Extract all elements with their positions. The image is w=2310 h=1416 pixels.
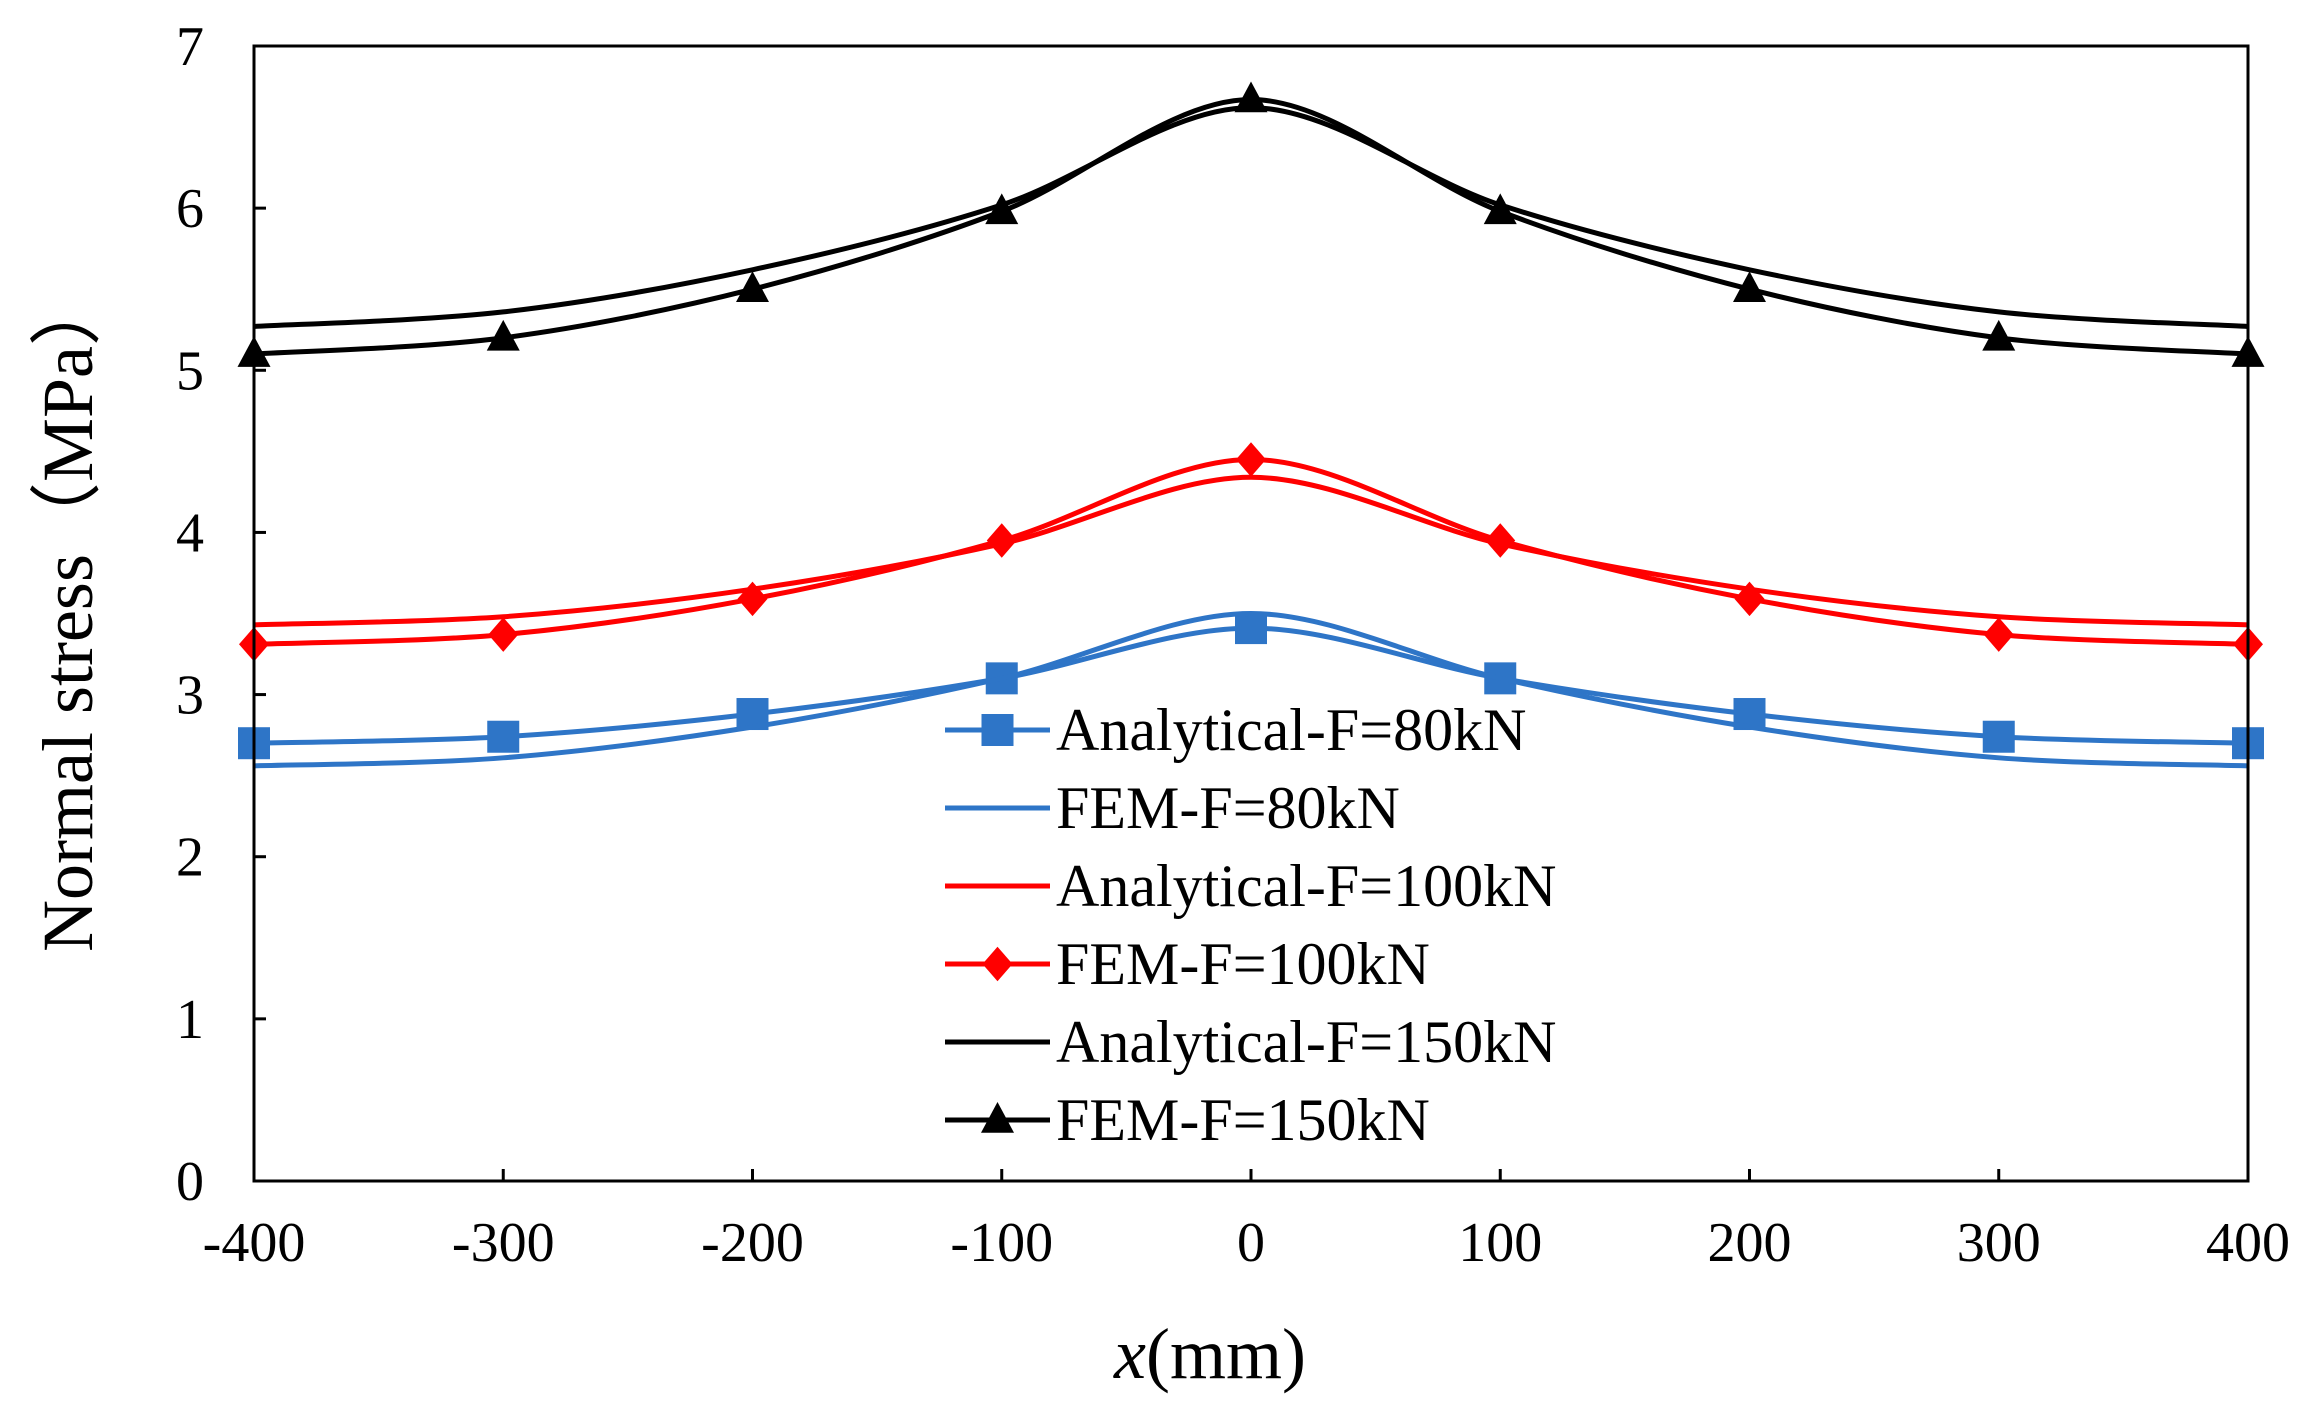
legend-label-2: FEM-F=80kN (1056, 775, 1400, 841)
x-tick-label: 400 (2206, 1212, 2290, 1274)
legend-label-6: FEM-F=150kN (1056, 1087, 1430, 1153)
data-point-1-5 (1235, 612, 1267, 645)
legend-label-5: Analytical-F=150kN (1056, 1009, 1556, 1075)
legend-label-1: Analytical-F=80kN (1056, 697, 1526, 763)
legend-label-4: FEM-F=100kN (1056, 931, 1430, 997)
x-tick-label: -400 (203, 1212, 306, 1274)
y-tick-label: 6 (176, 178, 204, 240)
ticks-layer: -400 -300 -200 -100 0 100 200 300 400 0 1 2 3 4 5 6 7 (176, 16, 2290, 1274)
legend-marker-6 (981, 1102, 1014, 1133)
data-point-6-2 (486, 319, 520, 351)
y-tick-label: 0 (176, 1151, 204, 1213)
y-tick-label: 2 (176, 827, 204, 889)
data-point-6-3 (736, 271, 769, 302)
data-point-1-8 (1982, 720, 2015, 753)
data-point-6-8 (1982, 319, 2016, 351)
legend-label-3: Analytical-F=100kN (1056, 853, 1556, 919)
data-point-4-8 (1983, 617, 2014, 652)
x-tick-label: 0 (1237, 1212, 1265, 1274)
y-tick-label: 7 (176, 16, 204, 78)
x-tick-label: 200 (1708, 1212, 1792, 1274)
data-point-4-5 (1236, 442, 1266, 477)
x-tick-label: -300 (452, 1212, 555, 1274)
x-tick-label: -200 (701, 1212, 804, 1274)
data-point-6-7 (1733, 271, 1766, 302)
y-tick-label: 5 (176, 340, 204, 402)
x-axis-title: x(mm) (1113, 1314, 1306, 1394)
y-tick-label: 1 (176, 989, 204, 1051)
data-point-4-6 (1485, 523, 1516, 558)
data-point-4-4 (986, 523, 1017, 558)
data-point-1-2 (487, 720, 520, 753)
series-line-5 (253, 105, 2249, 330)
y-tick-label: 4 (176, 502, 204, 564)
series-line-6 (253, 97, 2249, 357)
y-tick-label: 3 (176, 665, 204, 727)
data-point-6-4 (985, 193, 1019, 225)
legend-marker-1 (981, 714, 1014, 746)
x-tick-label: 100 (1458, 1212, 1542, 1274)
data-point-4-7 (1734, 581, 1765, 617)
series-layer (237, 81, 2265, 769)
series-line-2 (253, 611, 2249, 769)
data-point-4-2 (488, 617, 519, 652)
data-point-4-3 (737, 581, 768, 617)
series-line-3 (253, 474, 2249, 628)
data-point-6-6 (1483, 193, 1517, 225)
y-axis-title: Normal stress（MPa） (28, 274, 108, 952)
legend-marker-4 (982, 946, 1013, 982)
x-tick-label: 300 (1957, 1212, 2041, 1274)
data-point-6-5 (1234, 81, 1268, 113)
x-tick-label: -100 (950, 1212, 1053, 1274)
legend: Analytical-F=80kN FEM-F=80kN Analytical-F=… (945, 697, 1556, 1153)
